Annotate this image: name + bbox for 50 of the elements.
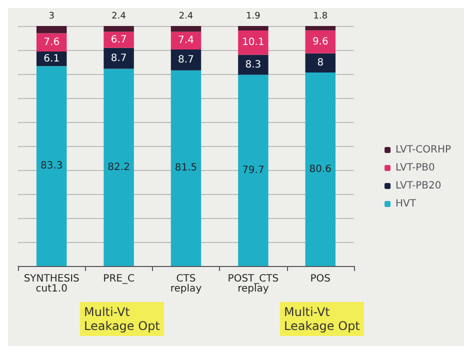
x-tick-label: PRE_C: [103, 274, 134, 284]
data-label: 79.7: [242, 164, 264, 176]
bar: [104, 68, 134, 266]
data-label: 8.3: [245, 59, 262, 70]
bar: [305, 53, 336, 73]
data-label: 81.5: [174, 162, 198, 174]
sticky-note: Multi-Vt Leakage Opt: [280, 302, 364, 336]
data-label: 8.7: [178, 54, 194, 66]
bar: [170, 32, 202, 50]
bar: [238, 26, 268, 31]
data-label: 9.6: [312, 36, 328, 48]
data-label: 10.1: [242, 37, 264, 48]
bar: [36, 26, 67, 34]
bar: [170, 70, 202, 266]
data-label: 1.8: [313, 12, 328, 22]
data-label: 80.6: [309, 164, 332, 175]
x-tick-label: CTS replay: [170, 274, 202, 294]
data-label: 82.2: [108, 162, 130, 173]
bar: [238, 54, 268, 75]
data-label: 3: [48, 12, 54, 22]
x-tick-label: POS: [310, 274, 331, 284]
legend-label: LVT-PB20: [396, 180, 442, 192]
x-tick-label: POST_CTS replay: [228, 274, 279, 294]
bar: [104, 26, 134, 32]
data-label: 6.7: [110, 34, 127, 46]
data-label: 83.3: [40, 160, 63, 172]
data-label: 8.7: [110, 52, 127, 64]
data-label: 7.4: [178, 35, 194, 46]
sticky-note: Multi-Vt Leakage Opt: [80, 302, 164, 336]
legend-label: LVT-CORHP: [396, 144, 452, 156]
bar: [36, 33, 67, 52]
bar: [238, 30, 268, 55]
data-label: 2.4: [178, 12, 194, 22]
bar: [104, 32, 134, 48]
data-label: 6.1: [44, 53, 60, 64]
bar: [305, 30, 336, 54]
x-tick-label: SYNTHESIS cut1.0: [24, 274, 80, 294]
legend-label: HVT: [396, 198, 417, 210]
bar: [104, 48, 134, 69]
bar: [305, 26, 336, 30]
data-label: 7.6: [44, 36, 60, 48]
bar: [305, 72, 336, 266]
bar: [170, 26, 202, 32]
bar: [170, 50, 202, 70]
data-label: 1.9: [246, 12, 261, 22]
legend-label: LVT-PB0: [396, 162, 435, 174]
bar: [238, 74, 268, 266]
bar: [36, 66, 67, 266]
data-label: 2.4: [112, 12, 126, 22]
data-label: 8: [317, 57, 324, 68]
